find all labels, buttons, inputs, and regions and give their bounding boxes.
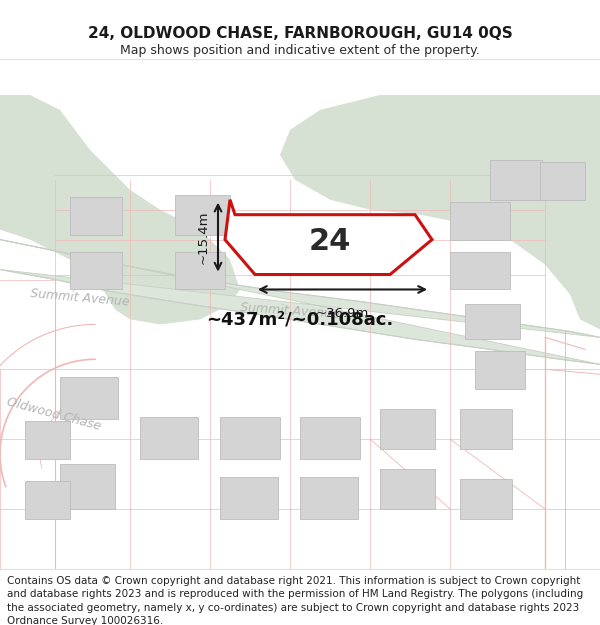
Polygon shape bbox=[225, 200, 432, 274]
Bar bbox=[25, 421, 70, 459]
Bar bbox=[300, 417, 360, 459]
Polygon shape bbox=[280, 95, 600, 329]
Polygon shape bbox=[0, 95, 240, 324]
Bar bbox=[540, 162, 585, 200]
Bar bbox=[460, 409, 512, 449]
Bar bbox=[380, 409, 435, 449]
Text: ~36.9m: ~36.9m bbox=[316, 308, 369, 321]
Bar bbox=[175, 195, 230, 234]
Bar bbox=[465, 304, 520, 339]
Bar bbox=[220, 477, 278, 519]
Bar bbox=[60, 464, 115, 509]
Text: Summit Avenue: Summit Avenue bbox=[30, 287, 130, 308]
Bar bbox=[70, 197, 122, 234]
Text: Contains OS data © Crown copyright and database right 2021. This information is : Contains OS data © Crown copyright and d… bbox=[7, 576, 583, 625]
Text: ~15.4m: ~15.4m bbox=[197, 211, 210, 264]
Bar bbox=[475, 351, 525, 389]
Text: ~437m²/~0.108ac.: ~437m²/~0.108ac. bbox=[206, 311, 394, 328]
Text: Map shows position and indicative extent of the property.: Map shows position and indicative extent… bbox=[120, 44, 480, 57]
Bar bbox=[220, 417, 280, 459]
Bar bbox=[450, 202, 510, 239]
Bar bbox=[490, 160, 542, 200]
Bar bbox=[70, 252, 122, 289]
Text: Oldwood Chase: Oldwood Chase bbox=[5, 395, 102, 433]
Text: 24: 24 bbox=[309, 227, 351, 256]
Text: 24, OLDWOOD CHASE, FARNBOROUGH, GU14 0QS: 24, OLDWOOD CHASE, FARNBOROUGH, GU14 0QS bbox=[88, 26, 512, 41]
Bar bbox=[300, 477, 358, 519]
Bar bbox=[140, 417, 198, 459]
Text: Summit Avenue: Summit Avenue bbox=[240, 301, 340, 321]
Polygon shape bbox=[430, 95, 600, 229]
Bar bbox=[450, 252, 510, 289]
Bar bbox=[380, 469, 435, 509]
Bar bbox=[25, 481, 70, 519]
Bar bbox=[175, 252, 225, 289]
Bar bbox=[60, 378, 118, 419]
Polygon shape bbox=[0, 239, 600, 364]
Bar bbox=[460, 479, 512, 519]
